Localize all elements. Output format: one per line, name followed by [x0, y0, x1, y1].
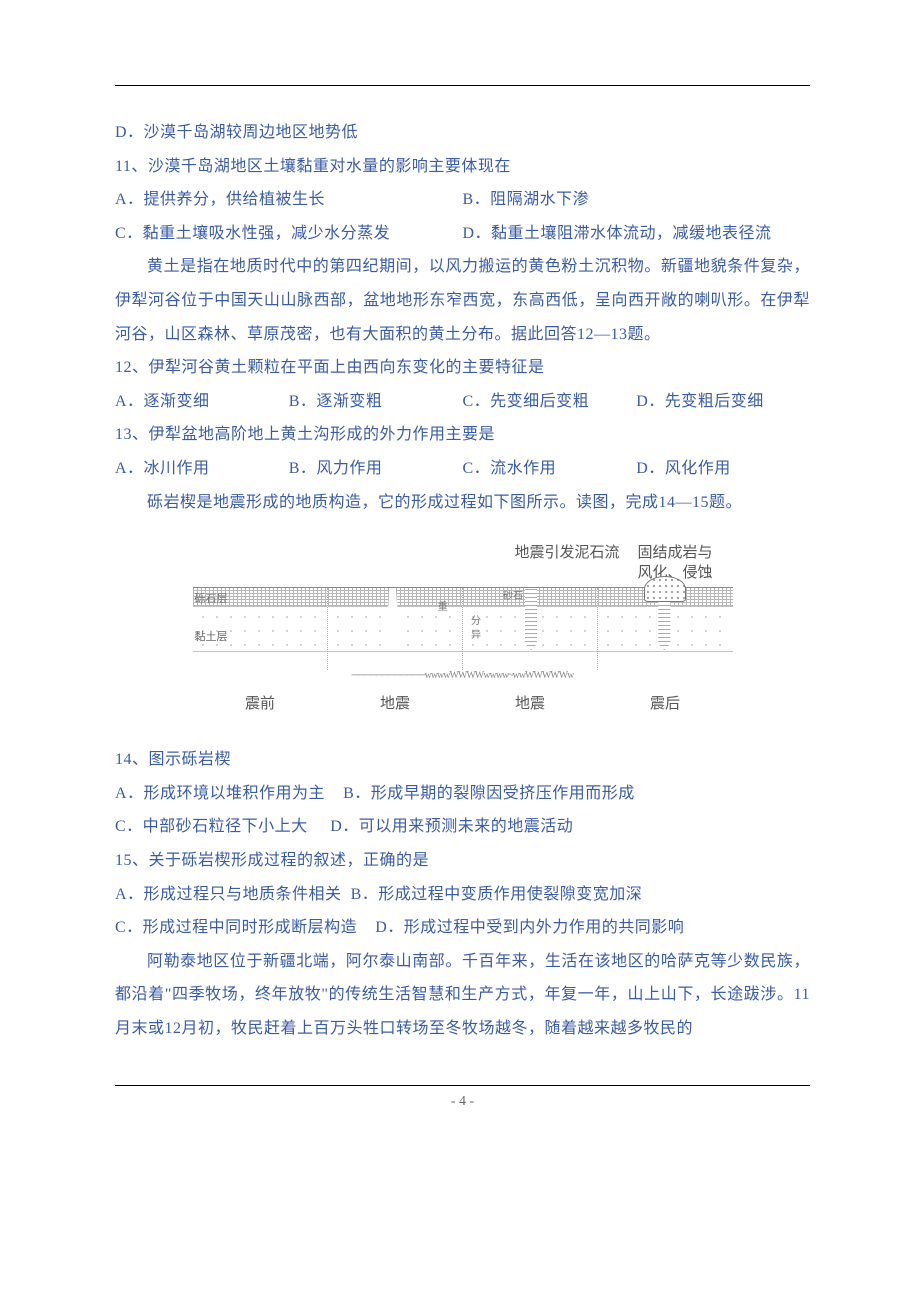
- q15-row1: A．形成过程只与地质条件相关 B．形成过程中变质作用使裂隙变宽加深: [115, 878, 810, 912]
- exam-page: D．沙漠千岛湖较周边地区地势低 11、沙漠千岛湖地区土壤黏重对水量的影响主要体现…: [0, 0, 920, 1150]
- q12-option-a: A．逐渐变细: [115, 385, 289, 419]
- q14-row2: C．中部砂石粒径下小上大 D．可以用来预测未来的地震活动: [115, 810, 810, 844]
- page-number: - 4 -: [451, 1094, 474, 1109]
- q12-option-d: D．先变粗后变细: [636, 385, 810, 419]
- q13-option-d: D．风化作用: [636, 452, 810, 486]
- fig-bot-1: 震前: [193, 692, 328, 713]
- fig-bot-2: 地震: [328, 692, 463, 713]
- q10-option-d: D．沙漠千岛湖较周边地区地势低: [115, 116, 810, 150]
- q14-option-d: D．可以用来预测未来的地震活动: [330, 818, 573, 835]
- fig-inner-zhong: 重: [438, 602, 448, 613]
- wedge-diagram: 地震引发泥石流 固结成岩与 风化、侵蚀 砾石层 黏土层 重: [193, 544, 733, 713]
- q12-option-b: B．逐渐变粗: [289, 385, 463, 419]
- fig-inner-fen: 分: [471, 616, 481, 627]
- q11-options-row2: C．黏重土壤吸水性强，减少水分蒸发 D．黏重土壤阻滞水体流动，减缓地表径流: [115, 217, 810, 251]
- layer-label-bot: 黏土层: [195, 628, 228, 644]
- q11-option-b: B．阻隔湖水下渗: [463, 183, 811, 217]
- q12-options: A．逐渐变细 B．逐渐变粗 C．先变细后变粗 D．先变粗后变细: [115, 385, 810, 419]
- q12-option-c: C．先变细后变粗: [463, 385, 637, 419]
- figure-bottom-labels: 震前 地震 地震 震后: [193, 692, 733, 713]
- q13-option-a: A．冰川作用: [115, 452, 289, 486]
- fig-top-label-3: 地震引发泥石流: [514, 544, 619, 583]
- figure-top-labels: 地震引发泥石流 固结成岩与 风化、侵蚀: [193, 544, 733, 583]
- q11-option-d: D．黏重土壤阻滞水体流动，减缓地表径流: [463, 217, 811, 251]
- fig-inner-sand: 砂石: [503, 591, 523, 602]
- q13-stem: 13、伊犁盆地高阶地上黄土沟形成的外力作用主要是: [115, 418, 810, 452]
- passage-wedge: 砾岩楔是地震形成的地质构造，它的形成过程如下图所示。读图，完成14—15题。: [115, 486, 810, 520]
- q15-row2: C．形成过程中同时形成断层构造 D．形成过程中受到内外力作用的共同影响: [115, 911, 810, 945]
- q12-stem: 12、伊犁河谷黄土颗粒在平面上由西向东变化的主要特征是: [115, 351, 810, 385]
- passage-loess: 黄土是指在地质时代中的第四纪期间，以风力搬运的黄色粉土沉积物。新疆地貌条件复杂，…: [115, 250, 810, 351]
- q15-option-b: B．形成过程中变质作用使裂隙变宽加深: [351, 886, 643, 903]
- mound-icon: [644, 576, 686, 602]
- q13-option-b: B．风力作用: [289, 452, 463, 486]
- page-footer: - 4 -: [115, 1085, 810, 1110]
- q14-option-c: C．中部砂石粒径下小上大: [115, 818, 308, 835]
- panel-3: 砂石 分 异: [462, 588, 597, 670]
- panel-4: [597, 588, 732, 670]
- q15-option-c: C．形成过程中同时形成断层构造: [115, 919, 357, 936]
- header-rule: [115, 85, 810, 86]
- wave-mid: wwwwWWWWwwww~wwWWWWWw: [425, 670, 574, 681]
- q11-option-c: C．黏重土壤吸水性强，减少水分蒸发: [115, 217, 463, 251]
- wave-left: ────────────: [352, 670, 425, 681]
- q15-option-a: A．形成过程只与地质条件相关: [115, 886, 342, 903]
- q11-option-a: A．提供养分，供给植被生长: [115, 183, 463, 217]
- q13-options: A．冰川作用 B．风力作用 C．流水作用 D．风化作用: [115, 452, 810, 486]
- q13-option-c: C．流水作用: [463, 452, 637, 486]
- fig-inner-yi: 异: [471, 630, 481, 641]
- fig-top-label-4a: 固结成岩与: [637, 545, 712, 561]
- gravel-layer-icon: [193, 588, 327, 607]
- q14-stem: 14、图示砾岩楔: [115, 743, 810, 777]
- q11-options-row1: A．提供养分，供给植被生长 B．阻隔湖水下渗: [115, 183, 810, 217]
- fig-bot-3: 地震: [463, 692, 598, 713]
- q14-option-b: B．形成早期的裂隙因受挤压作用而形成: [343, 785, 635, 802]
- panel-2: 重: [327, 588, 462, 670]
- panel-1: 砾石层 黏土层: [193, 588, 327, 670]
- q14-option-a: A．形成环境以堆积作用为主: [115, 785, 325, 802]
- q14-row1: A．形成环境以堆积作用为主 B．形成早期的裂隙因受挤压作用而形成: [115, 777, 810, 811]
- passage-altay: 阿勒泰地区位于新疆北端，阿尔泰山南部。千百年来，生活在该地区的哈萨克等少数民族，…: [115, 945, 810, 1046]
- fig-bot-4: 震后: [598, 692, 733, 713]
- seismic-wave-row: ────────────wwwwWWWWwwww~wwWWWWWw: [193, 670, 733, 686]
- q15-stem: 15、关于砾岩楔形成过程的叙述，正确的是: [115, 844, 810, 878]
- q15-option-d: D．形成过程中受到内外力作用的共同影响: [375, 919, 684, 936]
- q11-stem: 11、沙漠千岛湖地区土壤黏重对水量的影响主要体现在: [115, 150, 810, 184]
- cross-section: 砾石层 黏土层 重 砂石 分 异: [193, 587, 733, 670]
